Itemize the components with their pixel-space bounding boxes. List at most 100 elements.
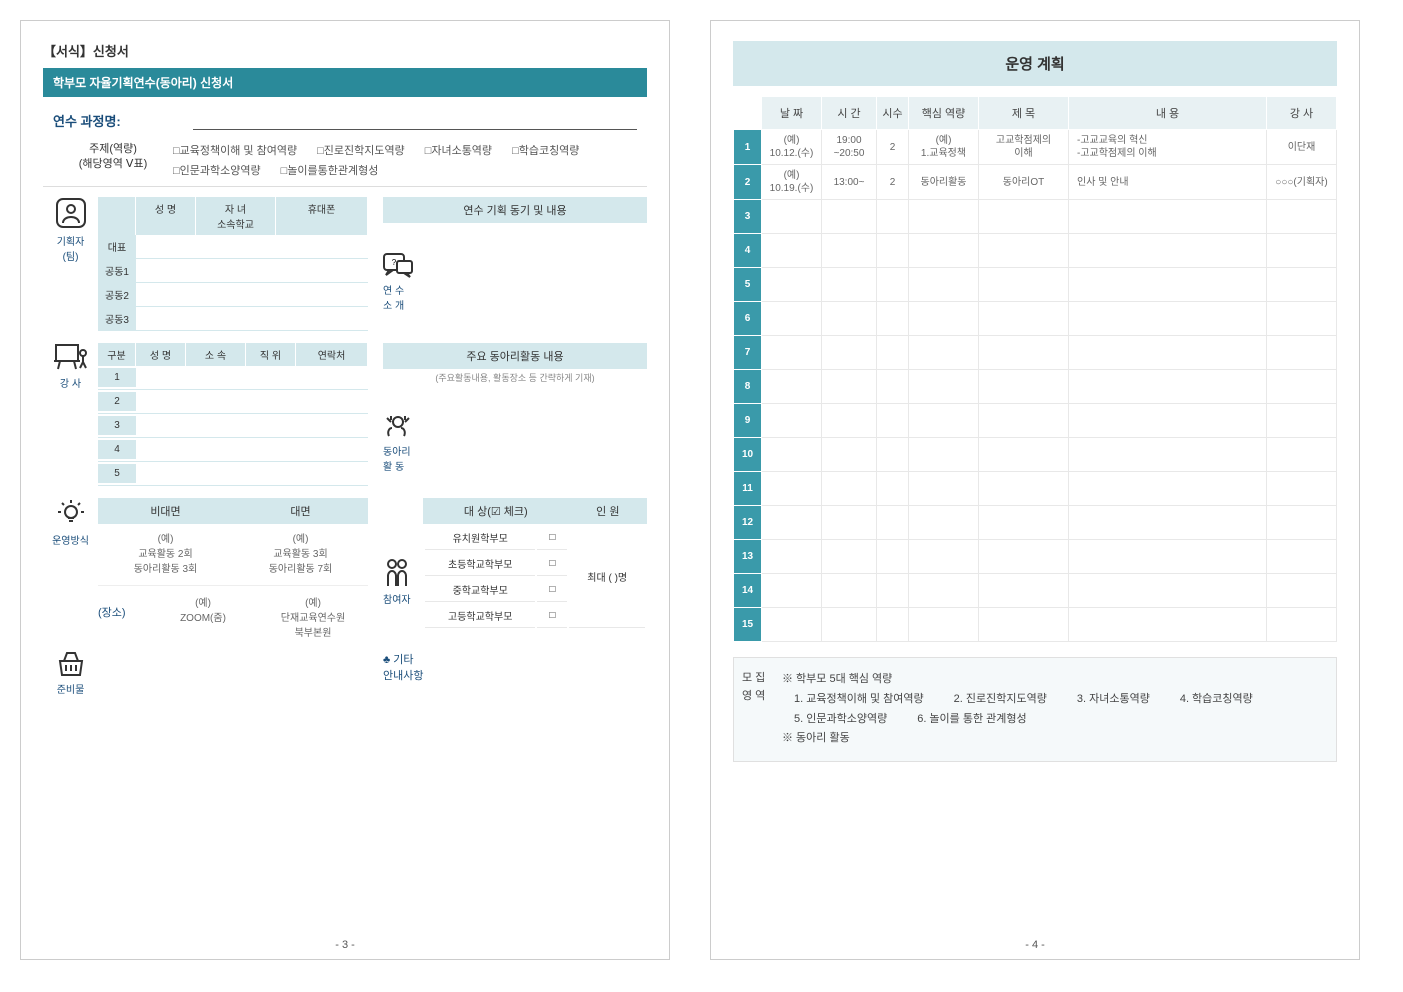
plan-hours[interactable]: 2 [877,130,909,165]
plan-time[interactable] [822,438,877,472]
plan-time[interactable] [822,404,877,438]
plan-content[interactable] [1069,506,1267,540]
target-checkbox[interactable]: □ [537,604,567,628]
plan-comp[interactable] [909,438,979,472]
plan-content[interactable] [1069,608,1267,642]
plan-hours[interactable] [877,302,909,336]
lecturer-row[interactable]: 4 [98,438,368,462]
plan-time[interactable] [822,574,877,608]
plan-title-cell[interactable] [979,506,1069,540]
plan-title-cell[interactable] [979,370,1069,404]
plan-hours[interactable] [877,370,909,404]
plan-hours[interactable] [877,268,909,302]
subject-check-item[interactable]: □학습코칭역량 [512,142,579,158]
plan-lecturer[interactable] [1267,506,1337,540]
plan-hours[interactable] [877,336,909,370]
plan-lecturer[interactable] [1267,608,1337,642]
plan-hours[interactable] [877,200,909,234]
plan-time[interactable]: 19:00 ~20:50 [822,130,877,165]
plan-title-cell[interactable] [979,268,1069,302]
plan-hours[interactable] [877,234,909,268]
plan-date[interactable] [762,234,822,268]
plan-lecturer[interactable] [1267,438,1337,472]
plan-content[interactable] [1069,302,1267,336]
plan-title-cell[interactable] [979,608,1069,642]
plan-comp[interactable]: 동아리활동 [909,165,979,200]
plan-lecturer[interactable]: ○○○(기획자) [1267,165,1337,200]
plan-title-cell[interactable]: 동아리OT [979,165,1069,200]
plan-lecturer[interactable] [1267,472,1337,506]
plan-time[interactable] [822,472,877,506]
plan-hours[interactable] [877,506,909,540]
plan-hours[interactable]: 2 [877,165,909,200]
planner-row[interactable]: 공동3 [98,307,368,331]
plan-content[interactable] [1069,268,1267,302]
plan-content[interactable] [1069,200,1267,234]
plan-lecturer[interactable] [1267,370,1337,404]
plan-date[interactable] [762,268,822,302]
plan-comp[interactable] [909,370,979,404]
plan-date[interactable] [762,608,822,642]
plan-time[interactable] [822,506,877,540]
subject-check-item[interactable]: □교육정책이해 및 참여역량 [173,142,297,158]
plan-title-cell[interactable] [979,404,1069,438]
plan-hours[interactable] [877,472,909,506]
plan-lecturer[interactable] [1267,336,1337,370]
plan-title-cell[interactable]: 고교학점제의 이해 [979,130,1069,165]
subject-check-item[interactable]: □놀이를통한관계형성 [281,162,379,178]
plan-comp[interactable] [909,404,979,438]
subject-check-item[interactable]: □인문과학소양역량 [173,162,261,178]
plan-lecturer[interactable] [1267,234,1337,268]
plan-time[interactable] [822,302,877,336]
plan-time[interactable] [822,608,877,642]
plan-comp[interactable] [909,234,979,268]
course-input-line[interactable] [193,112,637,130]
plan-hours[interactable] [877,540,909,574]
plan-title-cell[interactable] [979,234,1069,268]
plan-comp[interactable] [909,268,979,302]
plan-content[interactable] [1069,540,1267,574]
plan-hours[interactable] [877,438,909,472]
plan-title-cell[interactable] [979,302,1069,336]
plan-content[interactable] [1069,438,1267,472]
plan-lecturer[interactable] [1267,574,1337,608]
plan-date[interactable] [762,574,822,608]
plan-hours[interactable] [877,574,909,608]
plan-date[interactable] [762,302,822,336]
target-checkbox[interactable]: □ [537,578,567,602]
plan-comp[interactable] [909,200,979,234]
plan-content[interactable] [1069,336,1267,370]
plan-lecturer[interactable] [1267,404,1337,438]
plan-date[interactable] [762,506,822,540]
plan-content[interactable] [1069,370,1267,404]
plan-title-cell[interactable] [979,336,1069,370]
lecturer-row[interactable]: 3 [98,414,368,438]
subject-check-item[interactable]: □진로진학지도역량 [317,142,405,158]
plan-date[interactable] [762,336,822,370]
plan-title-cell[interactable] [979,472,1069,506]
plan-comp[interactable] [909,608,979,642]
plan-comp[interactable] [909,540,979,574]
plan-comp[interactable] [909,574,979,608]
lecturer-row[interactable]: 2 [98,390,368,414]
plan-title-cell[interactable] [979,574,1069,608]
plan-content[interactable] [1069,404,1267,438]
plan-hours[interactable] [877,608,909,642]
plan-date[interactable] [762,540,822,574]
plan-comp[interactable] [909,472,979,506]
plan-comp[interactable] [909,506,979,540]
plan-title-cell[interactable] [979,540,1069,574]
plan-lecturer[interactable] [1267,302,1337,336]
target-checkbox[interactable]: □ [537,526,567,550]
planner-row[interactable]: 공동1 [98,259,368,283]
plan-time[interactable] [822,540,877,574]
plan-lecturer[interactable] [1267,540,1337,574]
plan-time[interactable]: 13:00~ [822,165,877,200]
plan-time[interactable] [822,370,877,404]
plan-date[interactable] [762,472,822,506]
prep-area[interactable] [98,651,368,696]
plan-comp[interactable] [909,336,979,370]
lecturer-row[interactable]: 1 [98,366,368,390]
planner-row[interactable]: 공동2 [98,283,368,307]
plan-date[interactable]: (예) 10.12.(수) [762,130,822,165]
